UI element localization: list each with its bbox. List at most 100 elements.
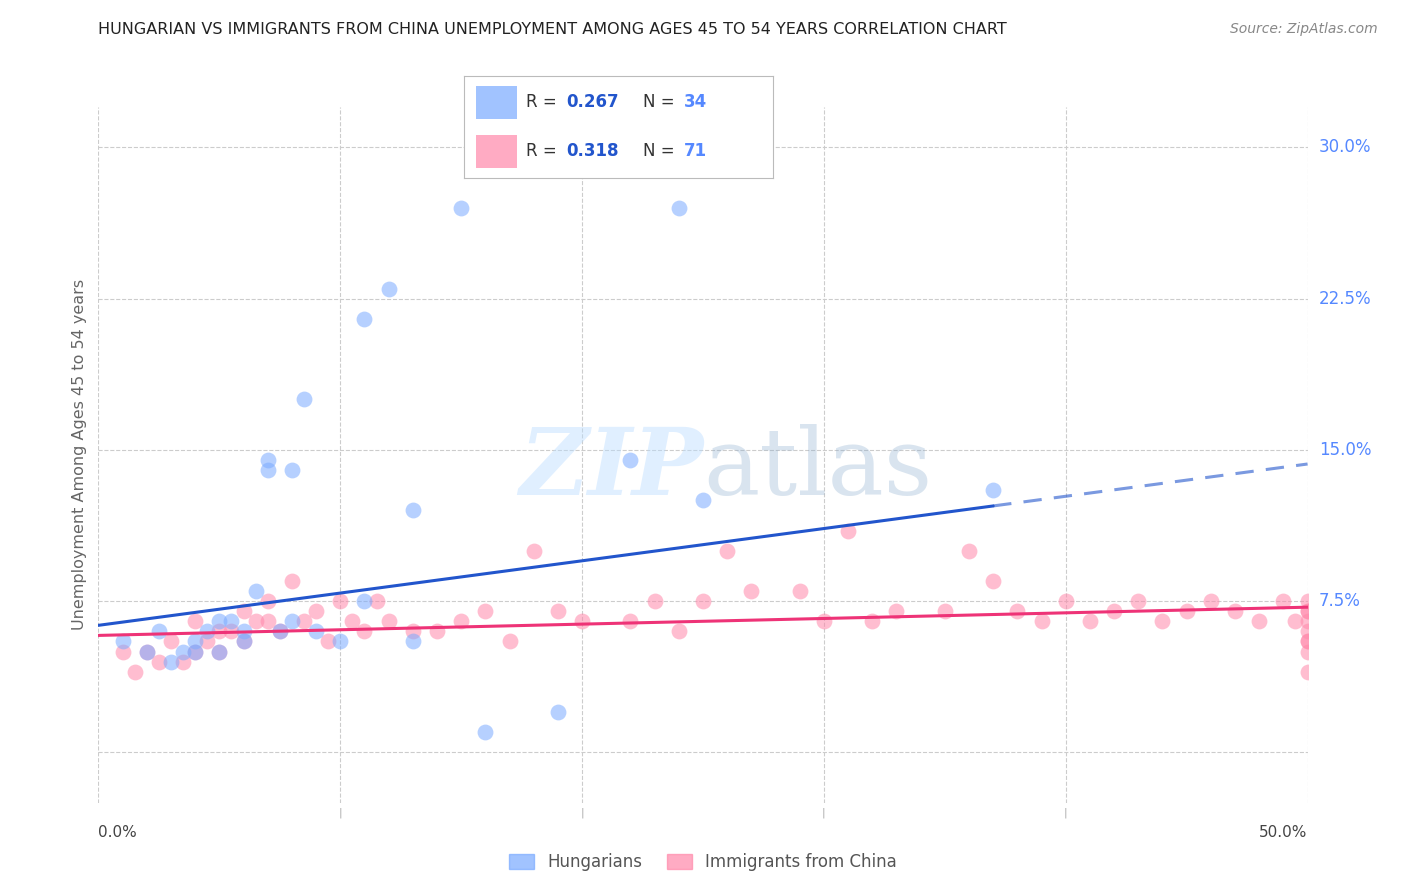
Point	[208, 644, 231, 658]
Point	[269, 624, 291, 639]
Point	[668, 624, 690, 639]
Text: 34: 34	[683, 93, 707, 111]
Point	[474, 604, 496, 618]
Point	[353, 311, 375, 326]
Text: R =: R =	[526, 142, 562, 161]
Point	[245, 584, 267, 599]
Point	[232, 634, 254, 648]
Point	[1031, 615, 1053, 629]
Point	[1296, 615, 1319, 629]
Point	[981, 483, 1004, 498]
Point	[172, 655, 194, 669]
Point	[1296, 594, 1319, 608]
Text: HUNGARIAN VS IMMIGRANTS FROM CHINA UNEMPLOYMENT AMONG AGES 45 TO 54 YEARS CORREL: HUNGARIAN VS IMMIGRANTS FROM CHINA UNEMP…	[98, 22, 1007, 37]
Point	[366, 594, 388, 608]
Point	[474, 725, 496, 739]
Point	[1296, 634, 1319, 648]
Text: R =: R =	[526, 93, 562, 111]
Point	[837, 524, 859, 538]
Point	[160, 655, 183, 669]
Point	[135, 644, 157, 658]
Point	[292, 392, 315, 407]
Point	[256, 463, 278, 477]
Text: 22.5%: 22.5%	[1319, 290, 1371, 308]
Point	[305, 604, 328, 618]
Point	[305, 624, 328, 639]
Point	[668, 201, 690, 215]
Point	[402, 624, 425, 639]
Point	[256, 615, 278, 629]
Point	[245, 615, 267, 629]
Point	[135, 644, 157, 658]
Point	[1102, 604, 1125, 618]
Point	[184, 644, 207, 658]
Point	[232, 624, 254, 639]
Point	[1272, 594, 1295, 608]
Point	[160, 634, 183, 648]
Text: |: |	[823, 807, 825, 818]
Text: 50.0%: 50.0%	[1260, 825, 1308, 840]
Point	[1249, 615, 1271, 629]
Point	[195, 634, 218, 648]
Point	[184, 644, 207, 658]
Point	[619, 615, 641, 629]
Text: atlas: atlas	[703, 424, 932, 514]
Point	[1078, 615, 1101, 629]
Point	[353, 594, 375, 608]
Point	[957, 543, 980, 558]
Point	[1296, 624, 1319, 639]
Point	[1296, 665, 1319, 679]
Point	[789, 584, 811, 599]
Point	[547, 705, 569, 719]
Point	[1296, 604, 1319, 618]
Point	[292, 615, 315, 629]
Point	[523, 543, 546, 558]
Point	[353, 624, 375, 639]
Point	[1296, 634, 1319, 648]
Point	[232, 634, 254, 648]
Point	[316, 634, 339, 648]
Point	[172, 644, 194, 658]
Text: 7.5%: 7.5%	[1319, 592, 1361, 610]
Point	[813, 615, 835, 629]
Point	[716, 543, 738, 558]
Point	[692, 493, 714, 508]
Point	[208, 644, 231, 658]
Point	[1152, 615, 1174, 629]
Y-axis label: Unemployment Among Ages 45 to 54 years: Unemployment Among Ages 45 to 54 years	[72, 279, 87, 631]
Bar	[477, 87, 516, 119]
Point	[547, 604, 569, 618]
Point	[1284, 615, 1306, 629]
Point	[377, 281, 399, 295]
Point	[329, 634, 352, 648]
Point	[124, 665, 146, 679]
Point	[402, 634, 425, 648]
Point	[256, 594, 278, 608]
Point	[195, 624, 218, 639]
Point	[1223, 604, 1246, 618]
Point	[692, 594, 714, 608]
Point	[148, 624, 170, 639]
Text: |: |	[339, 807, 342, 818]
Point	[184, 634, 207, 648]
Point	[934, 604, 956, 618]
Point	[281, 574, 304, 588]
Point	[221, 624, 243, 639]
Text: 30.0%: 30.0%	[1319, 138, 1371, 156]
Point	[1054, 594, 1077, 608]
Text: Source: ZipAtlas.com: Source: ZipAtlas.com	[1230, 22, 1378, 37]
Text: |: |	[581, 807, 583, 818]
Point	[232, 604, 254, 618]
Point	[571, 615, 593, 629]
Point	[221, 615, 243, 629]
Point	[450, 615, 472, 629]
Text: |: |	[1064, 807, 1067, 818]
Point	[426, 624, 449, 639]
Point	[644, 594, 666, 608]
Text: 0.318: 0.318	[567, 142, 619, 161]
Point	[184, 615, 207, 629]
Point	[1007, 604, 1029, 618]
Point	[208, 615, 231, 629]
Legend: Hungarians, Immigrants from China: Hungarians, Immigrants from China	[502, 847, 904, 878]
Point	[281, 463, 304, 477]
